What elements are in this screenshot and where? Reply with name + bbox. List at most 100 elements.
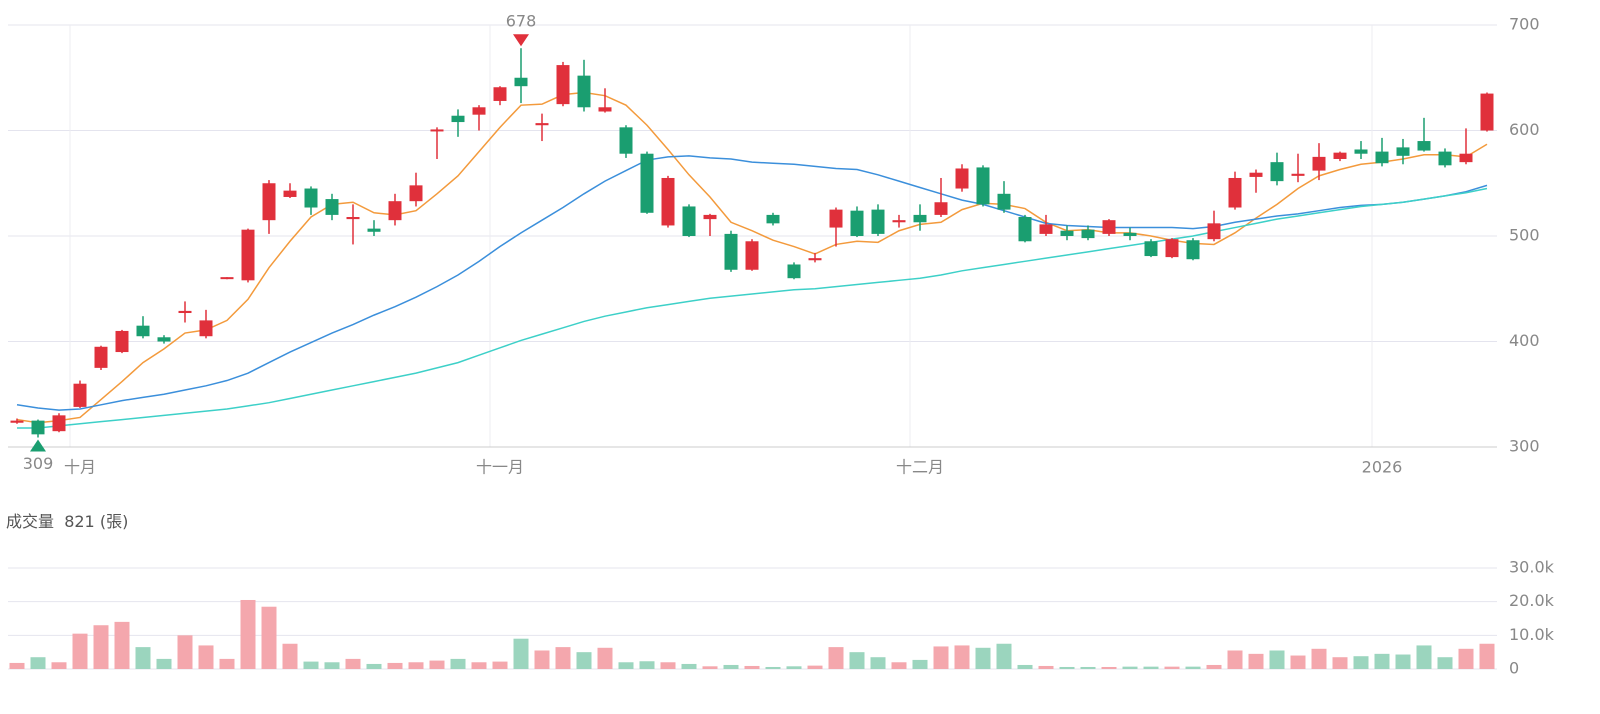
candle-body bbox=[535, 123, 549, 126]
candle-body bbox=[514, 77, 528, 87]
volume-bar bbox=[786, 666, 802, 669]
candle-body bbox=[1081, 229, 1095, 239]
candle-body bbox=[577, 75, 591, 108]
volume-bar bbox=[1248, 653, 1264, 669]
volume-bar bbox=[555, 647, 571, 669]
volume-bar bbox=[954, 645, 970, 669]
candle-body bbox=[1144, 241, 1158, 257]
candle-body bbox=[241, 229, 255, 281]
y-tick-label: 30.0k bbox=[1509, 558, 1555, 577]
candle-body bbox=[745, 241, 759, 270]
volume-bar bbox=[828, 647, 844, 669]
volume-bar bbox=[30, 657, 46, 669]
candle-body bbox=[1291, 173, 1305, 176]
volume-bar bbox=[282, 643, 298, 669]
candle-body bbox=[367, 228, 381, 232]
volume-bar bbox=[1332, 657, 1348, 669]
volume-bar bbox=[1374, 653, 1390, 669]
candle-body bbox=[1438, 151, 1452, 166]
volume-bar bbox=[156, 658, 172, 669]
volume-bar bbox=[177, 635, 193, 669]
x-tick-label: 十月 bbox=[64, 458, 96, 477]
volume-bar bbox=[72, 633, 88, 669]
candle-body bbox=[703, 214, 717, 220]
volume-bar bbox=[1059, 666, 1075, 669]
volume-bar bbox=[387, 662, 403, 669]
volume-unit: (張) bbox=[99, 512, 129, 531]
candle-body bbox=[661, 177, 675, 226]
candle-body bbox=[1480, 93, 1494, 131]
candle-body bbox=[31, 420, 45, 435]
candle-body bbox=[430, 129, 444, 132]
y-tick-label: 500 bbox=[1509, 226, 1540, 245]
ma-line bbox=[16, 91, 1488, 424]
volume-bar bbox=[891, 662, 907, 669]
candle-body bbox=[1396, 147, 1410, 156]
candle-body bbox=[619, 127, 633, 154]
candle-body bbox=[1123, 232, 1137, 236]
volume-bar bbox=[1479, 643, 1495, 669]
volume-bar bbox=[366, 663, 382, 669]
candle-body bbox=[220, 277, 234, 280]
candle-body bbox=[976, 167, 990, 205]
candle-body bbox=[1375, 151, 1389, 164]
candle-body bbox=[1186, 240, 1200, 260]
y-tick-label: 700 bbox=[1509, 15, 1540, 34]
candle-body bbox=[1165, 239, 1179, 258]
candle-body bbox=[913, 214, 927, 223]
candle-body bbox=[955, 168, 969, 189]
volume-bar bbox=[1269, 650, 1285, 669]
volume-bar bbox=[1290, 655, 1306, 669]
volume-bar bbox=[1122, 666, 1138, 669]
volume-bar bbox=[408, 662, 424, 669]
volume-bar bbox=[723, 664, 739, 669]
high-marker bbox=[513, 34, 529, 47]
volume-bar bbox=[975, 647, 991, 669]
y-tick-label: 10.0k bbox=[1509, 625, 1555, 644]
candle-body bbox=[1060, 230, 1074, 236]
candle-body bbox=[1249, 172, 1263, 177]
candle-body bbox=[178, 310, 192, 314]
candle-body bbox=[892, 220, 906, 223]
x-tick-label: 2026 bbox=[1362, 458, 1403, 477]
y-tick-label: 600 bbox=[1509, 120, 1540, 139]
y-tick-label: 20.0k bbox=[1509, 591, 1555, 610]
candle-body bbox=[346, 217, 360, 220]
volume-bar bbox=[1038, 665, 1054, 669]
candle-body bbox=[388, 201, 402, 221]
candle-body bbox=[829, 209, 843, 228]
volume-bar bbox=[513, 638, 529, 669]
low-label: 309 bbox=[23, 454, 54, 473]
volume-bar bbox=[345, 658, 361, 669]
volume-bar bbox=[1185, 666, 1201, 669]
volume-bar bbox=[324, 662, 340, 669]
volume-bar bbox=[429, 660, 445, 669]
volume-bar bbox=[534, 650, 550, 669]
ma-line bbox=[16, 155, 1488, 411]
candle-body bbox=[871, 209, 885, 234]
candle-body bbox=[1270, 162, 1284, 182]
volume-bar bbox=[492, 661, 508, 669]
volume-bar bbox=[870, 657, 886, 669]
candle-body bbox=[1417, 141, 1431, 151]
candle-body bbox=[1018, 217, 1032, 242]
volume-bar bbox=[1101, 666, 1117, 669]
volume-bar bbox=[1416, 645, 1432, 669]
volume-bar bbox=[576, 652, 592, 669]
candle-body bbox=[451, 115, 465, 123]
candle-body bbox=[808, 258, 822, 261]
volume-bar bbox=[681, 663, 697, 669]
volume-bar bbox=[639, 661, 655, 669]
volume-bar bbox=[261, 606, 277, 669]
volume-bar bbox=[135, 647, 151, 669]
candle-body bbox=[1102, 220, 1116, 234]
candle-body bbox=[94, 346, 108, 368]
volume-bar bbox=[471, 662, 487, 669]
volume-bar bbox=[618, 662, 634, 669]
volume-bar bbox=[912, 659, 928, 669]
candle-body bbox=[1039, 224, 1053, 234]
y-tick-label: 400 bbox=[1509, 331, 1540, 350]
volume-bar bbox=[849, 652, 865, 669]
